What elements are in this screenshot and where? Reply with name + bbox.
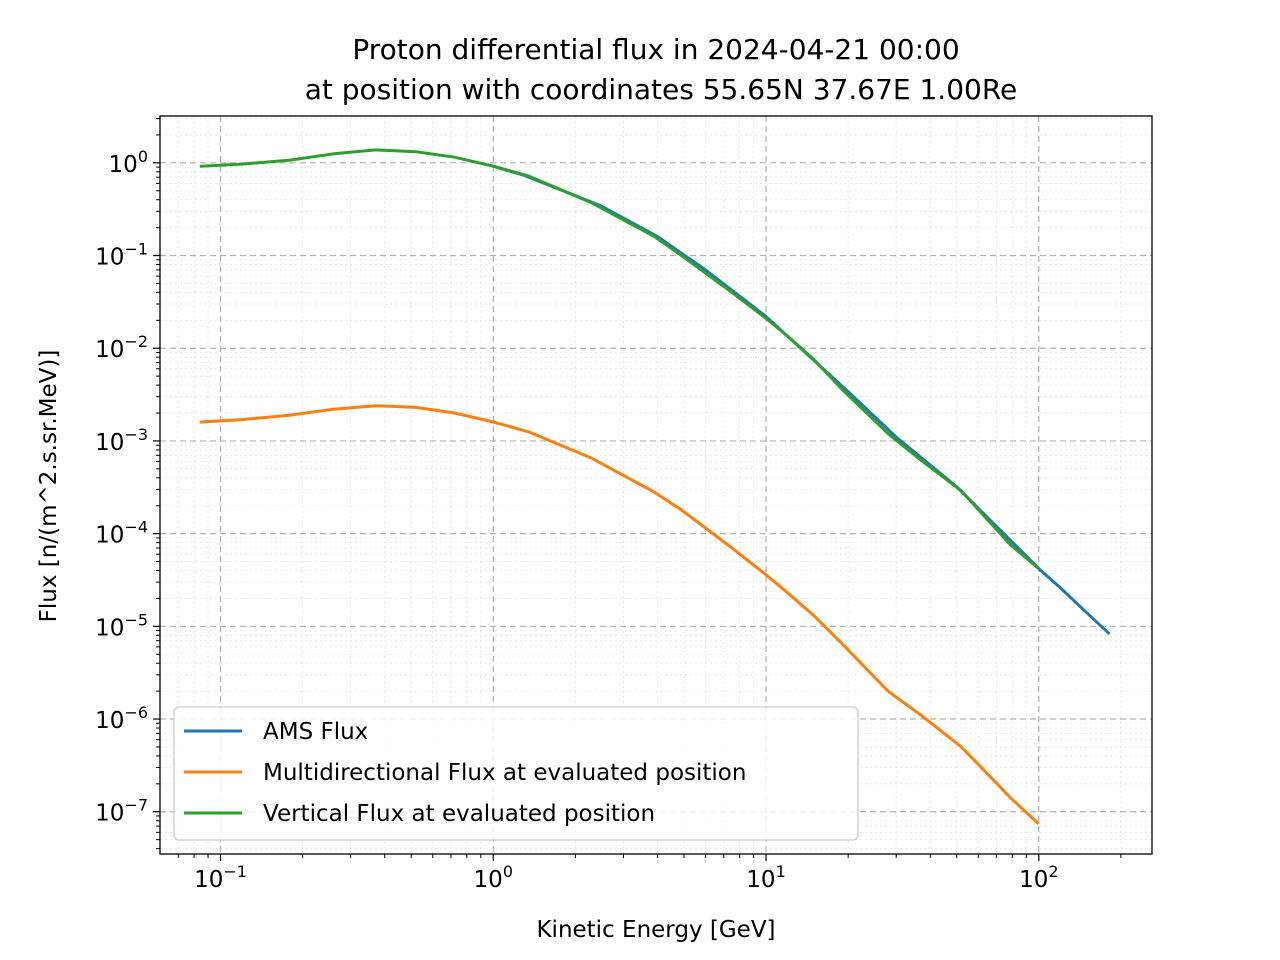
legend: AMS Flux Multidirectional Flux at evaluat… xyxy=(173,706,859,841)
y-tick-label: 10−3 xyxy=(95,425,148,456)
x-tick-label: 102 xyxy=(1019,862,1058,893)
legend-item-ams-flux: AMS Flux xyxy=(184,719,368,745)
legend-items: AMS Flux Multidirectional Flux at evaluat… xyxy=(184,719,746,827)
x-axis-ticks: 10−1 100 101 102 xyxy=(177,854,1122,893)
y-tick-label: 100 xyxy=(109,147,148,178)
y-tick-label: 10−6 xyxy=(95,703,148,734)
x-tick-label: 10−1 xyxy=(194,862,247,893)
multidirectional-flux-line xyxy=(199,404,1040,825)
y-axis-ticks: 100 10−1 10−2 10−3 10−4 10−5 10−6 10−7 xyxy=(95,118,160,850)
y-tick-label: 10−2 xyxy=(95,332,148,363)
legend-label: Vertical Flux at evaluated position xyxy=(263,801,655,827)
legend-item-vertical-flux: Vertical Flux at evaluated position xyxy=(184,801,655,827)
chart-title-line-2: at position with coordinates 55.65N 37.6… xyxy=(305,73,1018,106)
x-tick-label: 100 xyxy=(474,862,513,893)
legend-label: AMS Flux xyxy=(263,719,368,745)
y-tick-label: 10−1 xyxy=(95,240,148,271)
legend-item-multidirectional-flux: Multidirectional Flux at evaluated posit… xyxy=(184,760,746,786)
series-layer xyxy=(199,148,1111,825)
y-tick-label: 10−7 xyxy=(95,796,148,827)
x-axis-label: Kinetic Energy [GeV] xyxy=(536,917,775,943)
x-tick-label: 101 xyxy=(746,862,785,893)
y-tick-label: 10−5 xyxy=(95,610,148,641)
plot-frame xyxy=(159,115,1153,855)
y-axis-label: Flux [n/(m^2.s.sr.MeV)] xyxy=(36,350,62,623)
y-tick-label: 10−4 xyxy=(95,518,148,549)
legend-box xyxy=(173,706,859,841)
chart-title-line-1: Proton differential flux in 2024-04-21 0… xyxy=(352,33,959,66)
legend-label: Multidirectional Flux at evaluated posit… xyxy=(263,760,746,786)
vertical-flux-line xyxy=(199,148,1040,570)
